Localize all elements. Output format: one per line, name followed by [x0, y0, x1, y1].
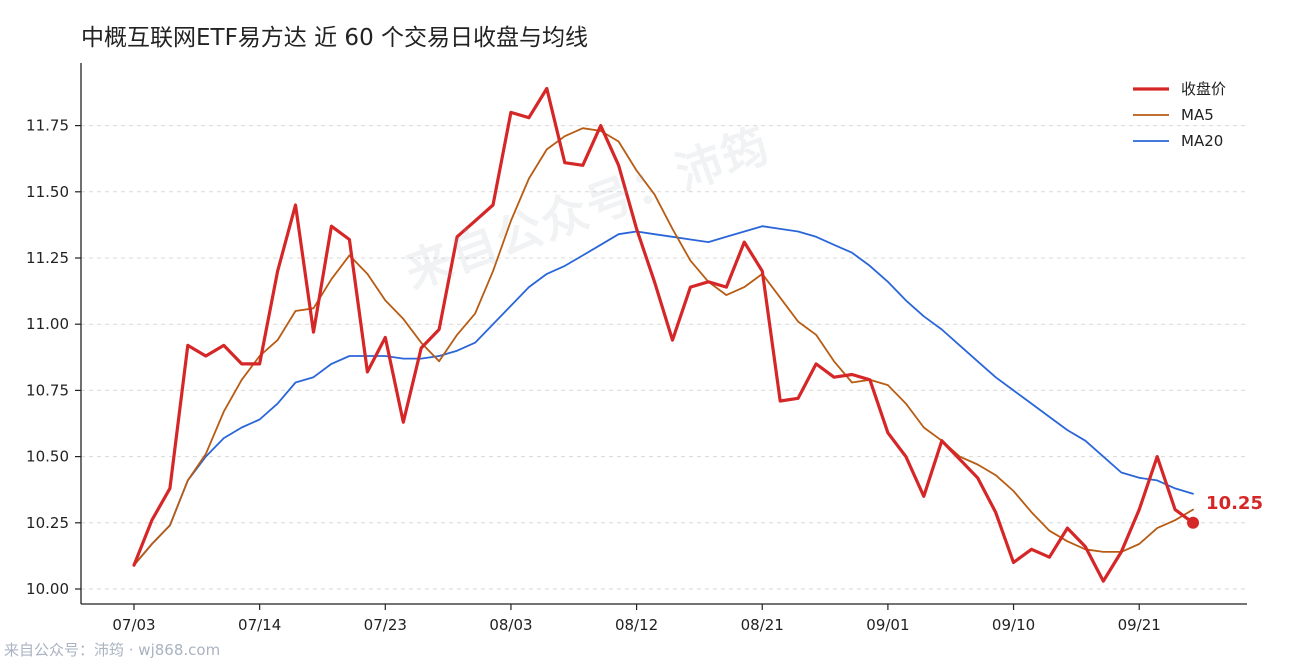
y-tick-label: 10.75	[26, 381, 69, 399]
y-tick-label: 11.25	[26, 249, 69, 267]
chart-title: 中概互联网ETF易方达 近 60 个交易日收盘与均线	[81, 25, 589, 51]
series-line-ma5	[133, 127, 1194, 567]
x-tick-label: 07/14	[238, 616, 281, 634]
last-point: 10.25	[1187, 493, 1263, 529]
x-tick-label: 09/01	[866, 616, 909, 634]
watermark-footer: 来自公众号：沛筠 · wj868.com	[4, 641, 221, 659]
x-tick-label: 09/21	[1118, 616, 1161, 634]
series	[132, 86, 1195, 583]
y-tick-label: 11.00	[26, 315, 69, 333]
x-tick-label: 08/21	[741, 616, 784, 634]
grid-lines	[81, 125, 1247, 590]
x-tick-label: 08/12	[615, 616, 658, 634]
y-tick-label: 10.50	[26, 448, 69, 466]
y-tick-label: 10.25	[26, 514, 69, 532]
last-point-label: 10.25	[1206, 493, 1263, 514]
series-line-ma20	[133, 225, 1194, 567]
x-tick-label: 07/23	[364, 616, 407, 634]
legend: 收盘价 MA5 MA20	[1133, 80, 1226, 150]
y-tick-label: 11.75	[26, 117, 69, 135]
y-tick-label: 10.00	[26, 580, 69, 598]
y-tick-label: 11.50	[26, 183, 69, 201]
x-tick-label: 09/10	[992, 616, 1035, 634]
legend-label: MA20	[1181, 132, 1223, 150]
y-ticks: 10.00 10.25 10.50 10.75 11.00 11.25 11.50 11.75	[26, 117, 81, 598]
series-line-close	[132, 86, 1195, 583]
legend-label: MA5	[1181, 106, 1214, 124]
x-tick-label: 08/03	[489, 616, 532, 634]
axes	[80, 63, 1247, 605]
legend-label: 收盘价	[1181, 80, 1226, 98]
x-tick-label: 07/03	[112, 616, 155, 634]
last-point-marker	[1187, 516, 1200, 529]
x-ticks: 07/03 07/14 07/23 08/03 08/12 08/21 09/01 09/10…	[112, 604, 1161, 634]
